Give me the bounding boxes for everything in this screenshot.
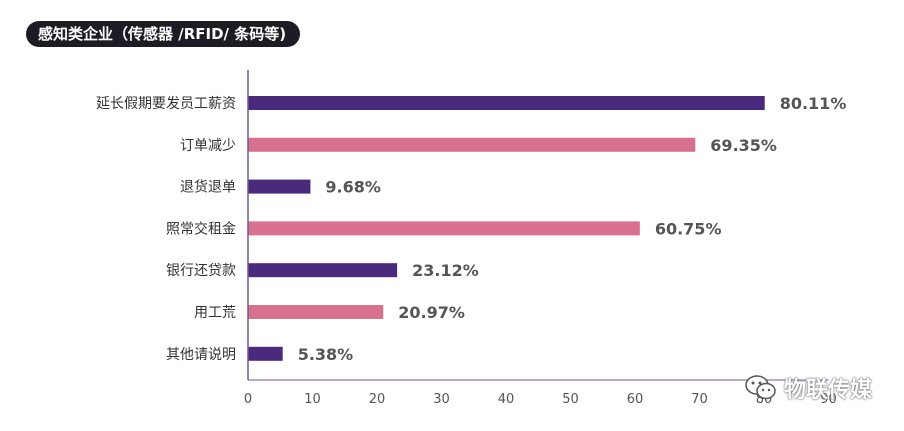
x-tick-label: 90 <box>820 392 837 407</box>
category-label: 用工荒 <box>194 305 236 321</box>
x-tick-label: 30 <box>433 392 450 407</box>
bars-group <box>248 96 765 361</box>
value-label: 23.12% <box>412 261 479 280</box>
bar <box>248 96 765 110</box>
bar <box>248 305 384 319</box>
bar <box>248 263 398 278</box>
category-label: 退货退单 <box>180 179 236 196</box>
x-tick-label: 10 <box>304 392 321 407</box>
watermark-text: 物联传媒 <box>784 378 873 403</box>
value-label: 5.38% <box>298 345 354 364</box>
value-label: 80.11% <box>780 94 847 113</box>
bar <box>248 137 696 152</box>
bar <box>248 221 640 236</box>
watermark: 物联传媒 <box>744 370 872 406</box>
x-tick-label: 40 <box>498 392 515 407</box>
wechat-icon <box>745 375 776 400</box>
bar <box>248 346 283 361</box>
category-label: 其他请说明 <box>166 347 236 363</box>
category-label: 银行还贷款 <box>166 263 236 279</box>
value-label: 20.97% <box>398 303 465 322</box>
value-label: 9.68% <box>325 178 381 197</box>
value-labels-group: 80.11% 69.35% 9.68% 60.75% 23.12% 20.97% 5.38% <box>298 94 847 364</box>
value-label: 60.75% <box>655 219 722 238</box>
x-tick-label: 0 <box>244 392 252 407</box>
category-label: 照常交租金 <box>166 220 236 237</box>
x-tick-label: 70 <box>691 392 708 407</box>
bar <box>248 179 311 194</box>
category-label: 订单减少 <box>180 138 236 154</box>
x-tick-label: 60 <box>627 392 644 407</box>
x-axis: 0 10 20 30 40 50 60 70 80 90 <box>244 379 837 407</box>
chart-title: 感知类企业（传感器 /RFID/ 条码等) <box>26 21 301 47</box>
category-label: 延长假期要发员工薪资 <box>96 96 236 112</box>
x-tick-label: 20 <box>369 392 386 407</box>
x-tick-label: 50 <box>562 392 579 407</box>
value-label: 69.35% <box>710 136 777 155</box>
